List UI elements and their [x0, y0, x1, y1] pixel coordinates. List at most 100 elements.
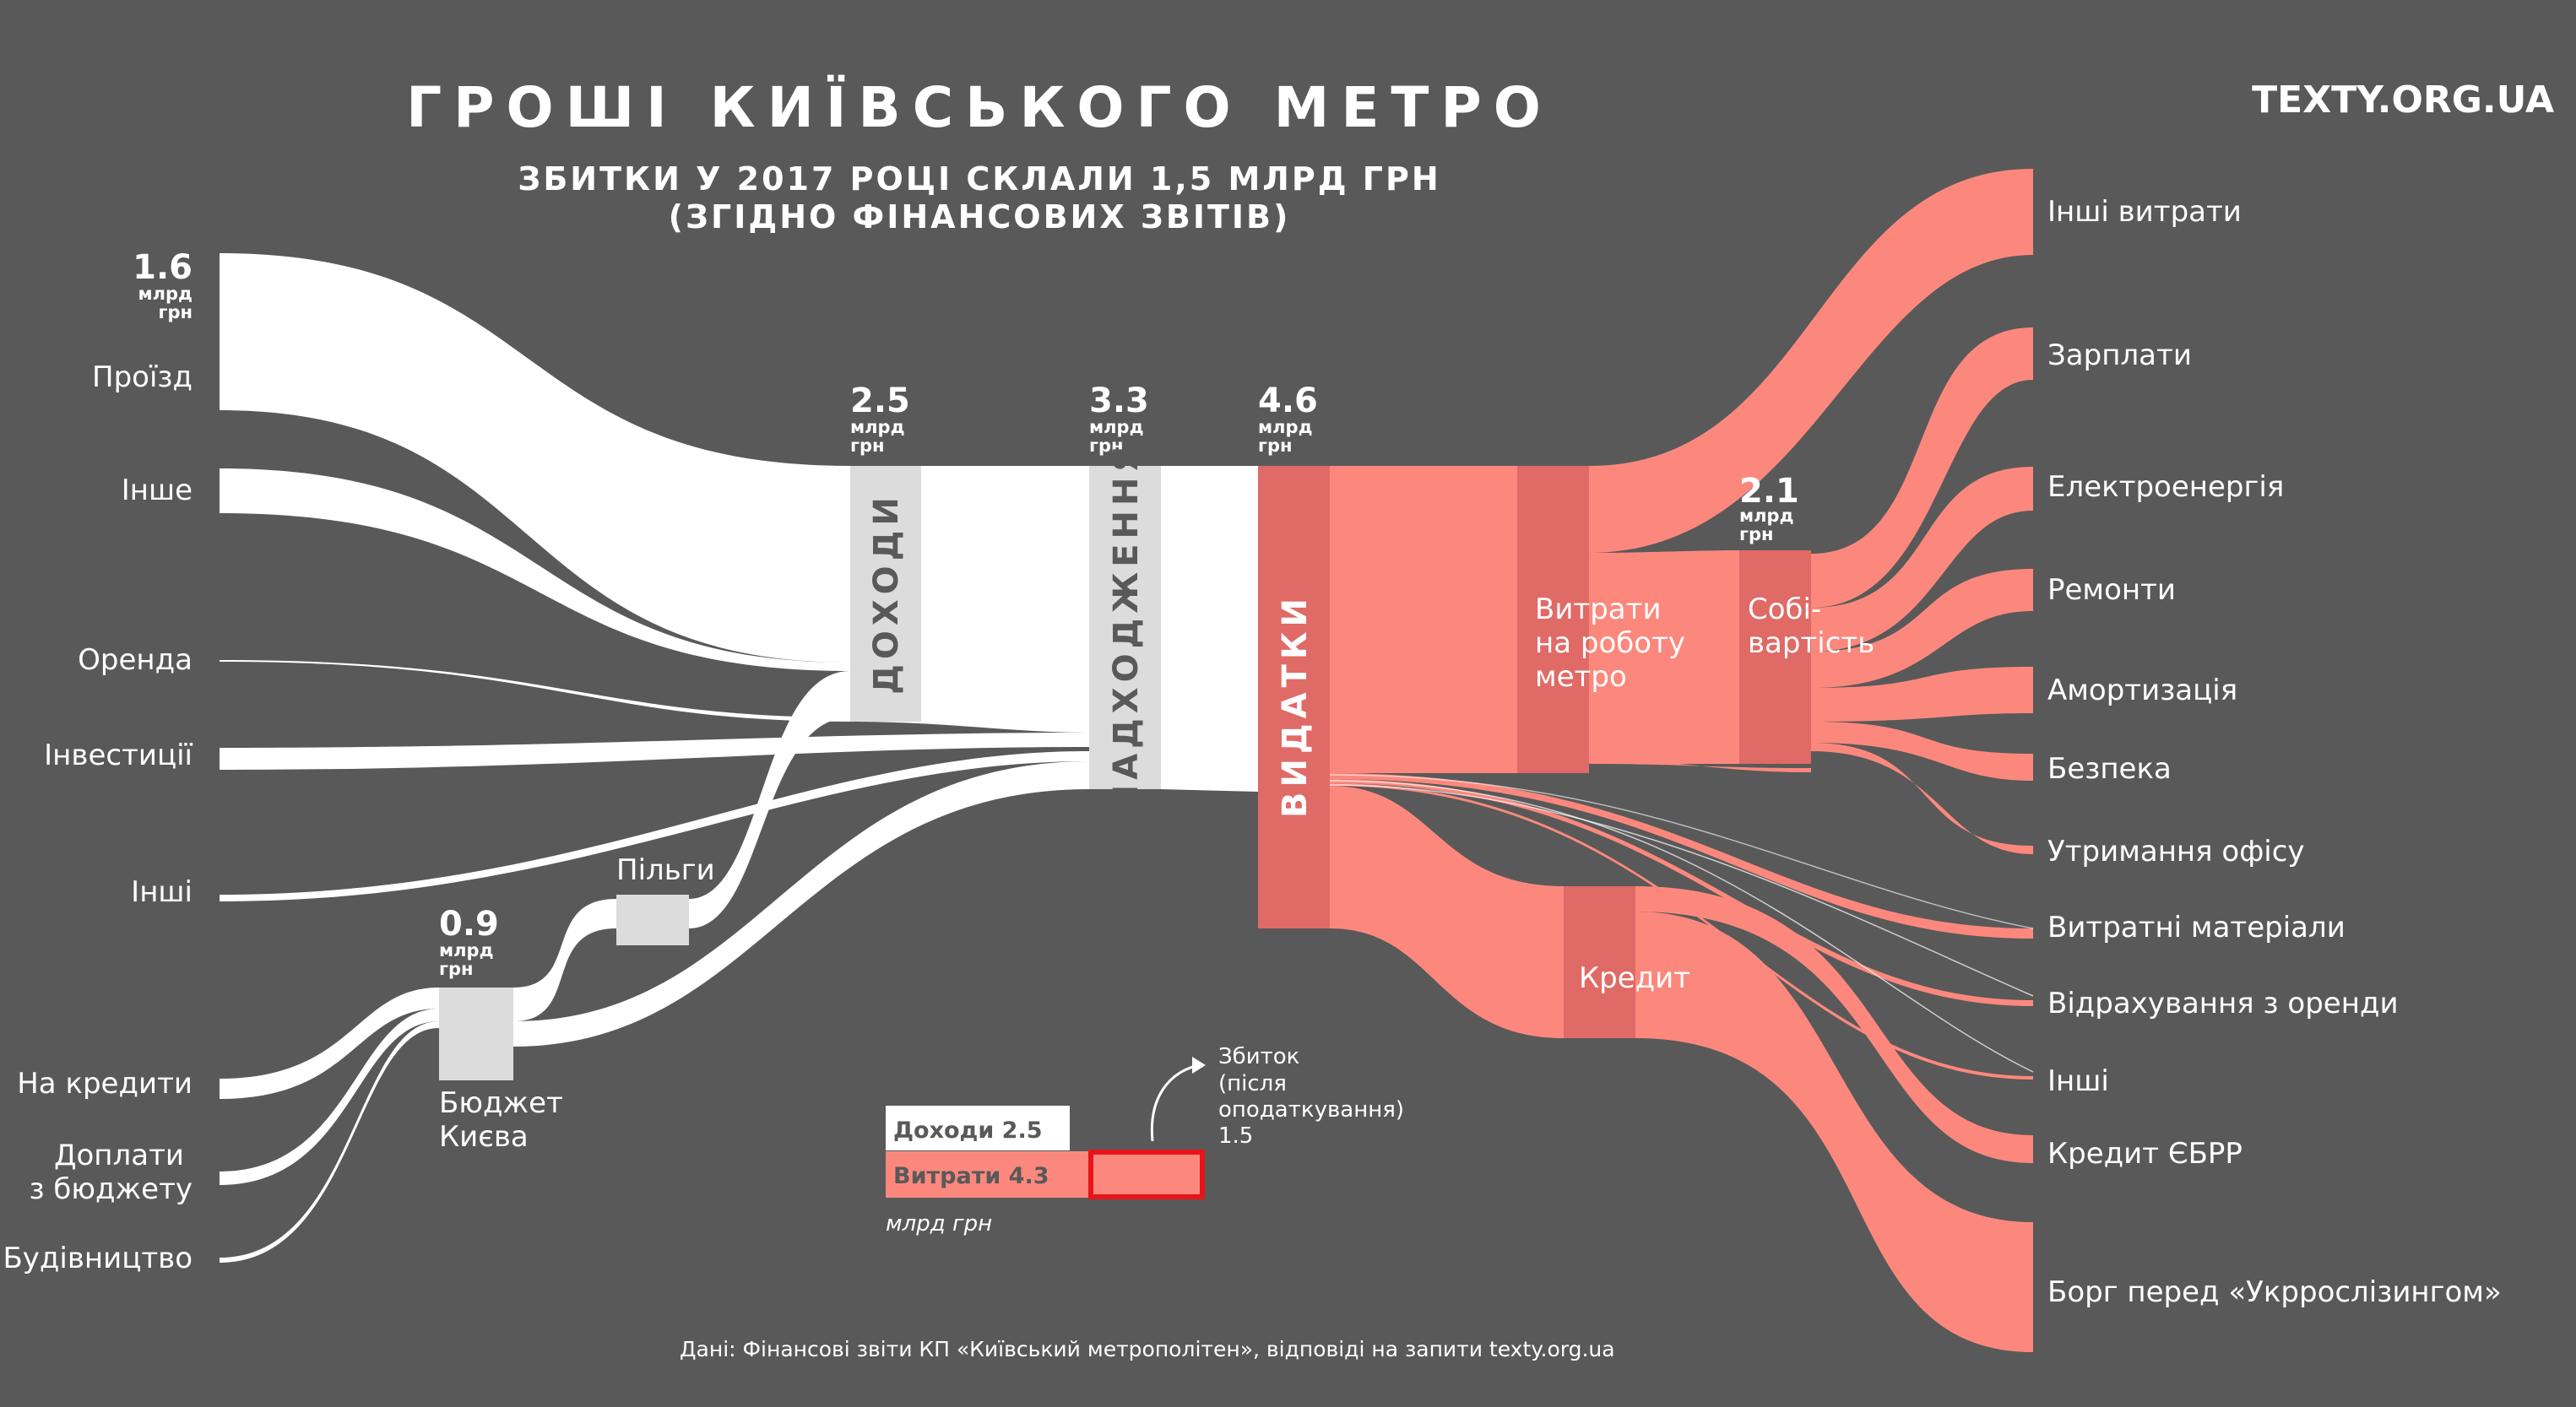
flow-vytraty-inshi	[1589, 760, 1811, 772]
label-budivnytstvo: Будівництво	[3, 1242, 193, 1275]
target-ofis: Утримання офісу	[2047, 835, 2305, 869]
flow-amortyzatsiia	[1811, 667, 2033, 722]
flow-vytraty-to-sobivartist	[1589, 553, 1739, 764]
node-vytraty	[1517, 466, 1589, 773]
flow-elektro	[1811, 467, 2033, 652]
thin-line-2	[1329, 784, 2034, 997]
node-nadhodzhennia	[1089, 466, 1161, 789]
unit-proizd-1: млрд	[138, 284, 193, 304]
flow-inshi-vytraty	[1589, 169, 2033, 553]
node-sobivartist	[1739, 550, 1811, 764]
legend-loss-4: 1.5	[1218, 1123, 1253, 1149]
flow-remonty	[1811, 569, 2033, 688]
unit-dohody-2: грн	[850, 436, 885, 456]
flow-vytraty-top	[1589, 550, 1739, 561]
unit-nadhodzhennia-2: грн	[1089, 436, 1124, 456]
node-kredyt	[1564, 886, 1635, 1038]
brand-logo: TEXTY.ORG.UA	[2252, 78, 2554, 122]
legend-vytraty-bar	[886, 1151, 1090, 1198]
flow-nadhodzhennia-to-vydatky	[1161, 466, 1258, 792]
label-orenda: Оренда	[78, 643, 193, 677]
legend-loss-3: оподаткування)	[1218, 1097, 1404, 1123]
flow-zarplaty	[1811, 327, 2033, 608]
target-bezpeka: Безпека	[2047, 752, 2172, 786]
flow-budget-to-nadhodzhennia	[513, 761, 1089, 1047]
label-inshe: Інше	[122, 474, 193, 507]
source-note: Дані: Фінансові звіти КП «Київський метр…	[680, 1337, 1615, 1361]
flow-investytsii	[220, 733, 1089, 770]
legend-loss-1: Збиток	[1218, 1044, 1299, 1069]
node-label-biudzhet-2: Києва	[439, 1120, 529, 1154]
flow-proizd	[220, 253, 850, 663]
target-elektro: Електроенергія	[2047, 470, 2284, 504]
node-label-sobi-1: Собі-	[1748, 593, 1821, 626]
unit-vydatky-2: грн	[1258, 436, 1293, 456]
unit-dohody-1: млрд	[850, 417, 905, 437]
value-sobivartist: 2.1	[1739, 472, 1799, 511]
unit-biudzhet-1: млрд	[439, 940, 494, 961]
flow-pilgy-to-dohody	[689, 671, 850, 928]
label-proizd: Проїзд	[92, 360, 193, 394]
node-label-nadhodzhennia: НАДХОДЖЕННЯ	[1107, 441, 1146, 814]
flow-kredyt-lower	[1635, 992, 1772, 1038]
expense-flows	[1330, 169, 2033, 1352]
label-doplaty-2: з бюджету	[30, 1172, 193, 1206]
subtitle-line-1: ЗБИТКИ У 2017 РОЦІ СКЛАЛИ 1,5 МЛРД ГРН	[518, 160, 1440, 198]
legend-vytraty-label: Витрати 4.3	[893, 1163, 1049, 1189]
flow-vydatky-to-vytraty	[1330, 466, 1517, 773]
flow-budget-to-pilgy	[513, 899, 616, 1021]
legend-loss-arrow	[1150, 1063, 1200, 1142]
node-vydatky	[1258, 466, 1330, 928]
value-proizd: 1.6	[133, 248, 193, 287]
unit-proizd-2: грн	[158, 302, 193, 322]
flow-inshe	[220, 468, 850, 671]
legend: Доходи 2.5 Витрати 4.3 Збиток (після опо…	[886, 1044, 1404, 1237]
target-zarplaty: Зарплати	[2047, 338, 2192, 372]
node-label-kredyt: Кредит	[1579, 961, 1690, 995]
node-label-sobi-2: вартість	[1748, 626, 1874, 660]
subtitle-line-2: (ЗГІДНО ФІНАНСОВИХ ЗВІТІВ)	[669, 198, 1291, 235]
legend-loss-box	[1088, 1150, 1205, 1199]
node-label-biudzhet-1: Бюджет	[439, 1086, 563, 1120]
node-label-vytraty-3: метро	[1535, 660, 1627, 694]
flow-orenda	[220, 660, 850, 722]
flow-na-kredyty	[220, 988, 439, 1099]
value-dohody: 2.5	[850, 382, 910, 420]
node-label-pilgy: Пільги	[616, 853, 715, 887]
node-label-vytraty-2: на роботу	[1535, 626, 1685, 660]
target-kredyt-ebrr: Кредит ЄБРР	[2047, 1137, 2242, 1171]
label-inshi-source: Інші	[131, 875, 193, 909]
target-borh: Борг перед «Укррослізингом»	[2047, 1275, 2502, 1309]
value-vydatky: 4.6	[1258, 382, 1318, 420]
legend-loss-arrowhead	[1192, 1057, 1206, 1074]
flow-bezpeka	[1811, 722, 2033, 781]
target-inshi-vytraty: Інші витрати	[2047, 195, 2242, 229]
node-label-dohody: ДОХОДИ	[867, 492, 906, 695]
label-na-kredyty: На кредити	[17, 1067, 193, 1101]
node-biudzhet	[439, 988, 513, 1080]
thin-line-1	[1329, 780, 2034, 1073]
legend-dohody-bar	[886, 1106, 1070, 1150]
unit-sobivartist-1: млрд	[1739, 506, 1794, 526]
label-doplaty-1: Доплати	[54, 1139, 184, 1172]
label-investytsii: Інвестиції	[44, 739, 193, 772]
value-nadhodzhennia: 3.3	[1089, 382, 1149, 420]
unit-nadhodzhennia-1: млрд	[1089, 417, 1144, 437]
unit-biudzhet-2: грн	[439, 959, 474, 979]
target-materialy: Витратні матеріали	[2047, 911, 2346, 944]
flow-kredyt-ebrr	[1635, 886, 2033, 1163]
flow-to-kredyt	[1330, 786, 1564, 1038]
target-amortyzatsiia: Амортизація	[2047, 674, 2237, 707]
target-vidrakhuvannia: Відрахування з оренди	[2047, 987, 2399, 1020]
node-label-vydatky: ВИДАТКИ	[1276, 593, 1315, 818]
thin-line-3	[1329, 774, 2034, 929]
value-biudzhet: 0.9	[439, 905, 499, 944]
target-inshi: Інші	[2047, 1064, 2109, 1098]
legend-loss-2: (після	[1218, 1071, 1287, 1096]
node-label-vytraty-1: Витрати	[1535, 593, 1662, 626]
page-title: ГРОШІ КИЇВСЬКОГО МЕТРО	[406, 75, 1553, 140]
node-dohody	[850, 466, 921, 722]
target-remonty: Ремонти	[2047, 573, 2176, 607]
unit-sobivartist-2: грн	[1739, 524, 1774, 544]
